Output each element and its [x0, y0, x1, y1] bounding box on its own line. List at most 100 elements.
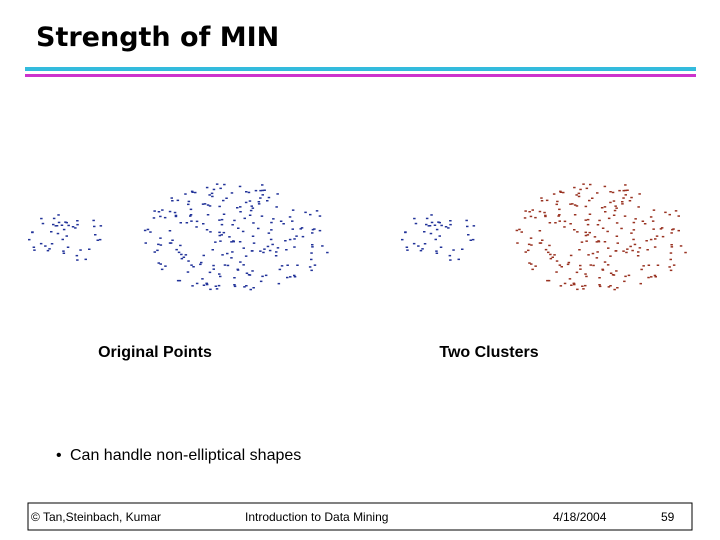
dot [585, 275, 588, 278]
dot [670, 244, 673, 246]
dot [168, 210, 172, 213]
dot [563, 282, 567, 285]
dot [598, 284, 601, 286]
dot [66, 246, 70, 248]
dot [211, 249, 214, 251]
dot [447, 227, 450, 229]
dot [291, 228, 294, 230]
dot [620, 227, 623, 230]
dot [534, 265, 537, 267]
dot [670, 232, 673, 234]
dot [654, 238, 657, 240]
dot [176, 279, 180, 282]
dot [50, 231, 53, 233]
dot [593, 236, 597, 238]
dot [173, 211, 177, 214]
dot [275, 206, 278, 208]
dot [220, 218, 224, 221]
dot [413, 217, 416, 220]
dot [57, 221, 61, 224]
dot [202, 223, 205, 225]
dot [406, 249, 409, 251]
dot [603, 206, 607, 208]
dot [168, 230, 172, 232]
dot [603, 185, 607, 188]
dot [546, 279, 549, 282]
dot [228, 236, 231, 238]
dot [575, 271, 579, 274]
dot [41, 222, 45, 225]
dot [174, 215, 178, 218]
dot [226, 264, 230, 267]
dot [231, 251, 234, 253]
dot [252, 242, 256, 244]
dot [286, 276, 289, 279]
dot [263, 248, 266, 250]
dot [186, 271, 190, 273]
dot [239, 211, 242, 213]
dot [671, 228, 674, 231]
dot [438, 221, 441, 224]
dot [647, 276, 650, 279]
dot [555, 203, 558, 206]
dot [448, 254, 452, 257]
dot [202, 254, 205, 257]
dot [655, 235, 659, 237]
dot [291, 220, 294, 222]
dot [576, 288, 579, 291]
dot [238, 241, 242, 243]
dot [61, 238, 64, 241]
slide-title: Strength of MIN [36, 22, 279, 53]
dot [44, 245, 47, 247]
dot [71, 226, 75, 228]
dot [588, 199, 591, 202]
dot [212, 264, 215, 267]
dot [577, 195, 581, 198]
dot [573, 204, 577, 206]
dot [55, 225, 59, 227]
dot [641, 220, 645, 222]
dot [75, 254, 79, 257]
dot [585, 240, 588, 242]
dot [634, 218, 637, 220]
dot [313, 228, 316, 230]
dot [433, 224, 437, 226]
dot [609, 272, 613, 274]
bullet-marker: • [56, 447, 62, 464]
dot [595, 257, 599, 259]
dot [569, 254, 573, 257]
dot [278, 268, 282, 271]
dot [31, 231, 34, 233]
dot [639, 282, 642, 285]
dot [189, 214, 193, 216]
dot [190, 220, 193, 222]
dot [168, 242, 172, 244]
dot [591, 197, 594, 199]
dot [205, 229, 209, 231]
dot [251, 207, 255, 209]
dot [632, 229, 636, 231]
footer-center: Introduction to Data Mining [245, 510, 388, 524]
dot [660, 227, 664, 229]
dot [308, 266, 312, 268]
dot [157, 262, 160, 264]
dot [604, 211, 607, 213]
dot [585, 187, 589, 190]
dot [558, 220, 561, 222]
dot [184, 193, 187, 195]
dot [643, 223, 647, 225]
dot [218, 205, 221, 208]
dot [187, 200, 191, 203]
title-rule-cyan [25, 67, 696, 71]
dot [614, 250, 618, 252]
dot [586, 223, 590, 226]
dot [423, 243, 427, 245]
dot [200, 261, 203, 264]
dot [543, 211, 546, 214]
dot [621, 203, 624, 205]
dot [220, 223, 224, 226]
dot [616, 287, 619, 289]
dot [597, 240, 600, 242]
dot [218, 273, 221, 275]
